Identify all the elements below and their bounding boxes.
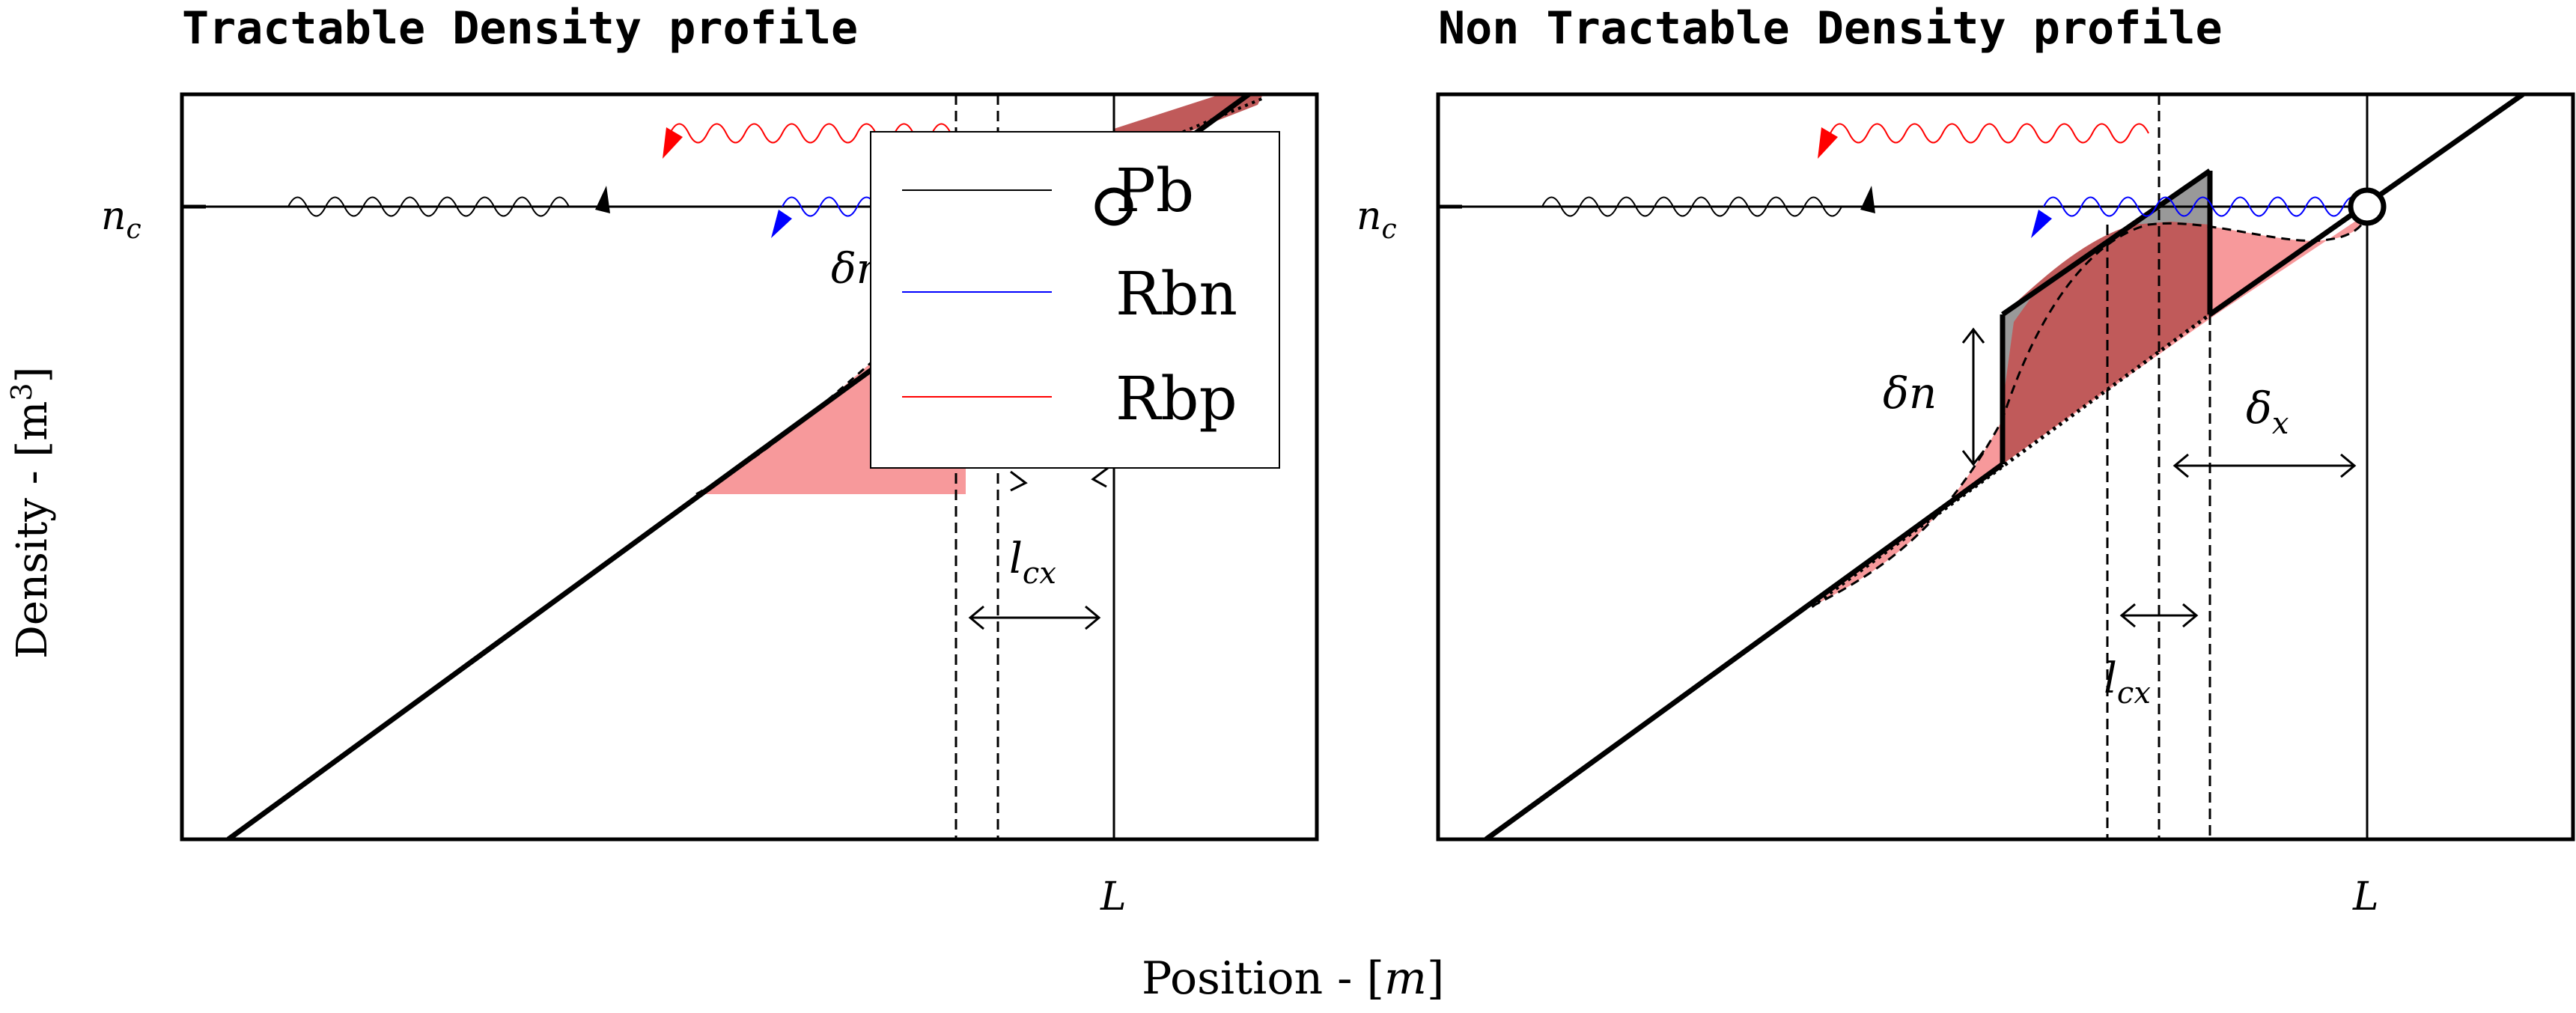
right-blue-arrowhead xyxy=(2031,210,2052,238)
left-black-wave xyxy=(287,196,570,217)
left-nc-label: nc xyxy=(101,194,141,245)
right-delta-x-label: δx xyxy=(2246,383,2289,441)
legend-pb-marker xyxy=(1094,187,1133,226)
left-panel: Tractable Density profile xyxy=(101,2,1319,919)
legend-label-pb: Pb xyxy=(1115,156,1194,225)
right-red-wave xyxy=(1830,123,2149,144)
right-panel-title: Non Tractable Density profile xyxy=(1438,2,2223,55)
left-black-arrowhead xyxy=(595,186,610,213)
left-L-label: L xyxy=(1100,874,1127,919)
left-lcx-label: lcx xyxy=(1009,535,1056,591)
left-red-arrowhead xyxy=(663,127,683,159)
x-axis-label: Position - [m] xyxy=(1142,952,1444,1005)
left-hidden-arrow xyxy=(1010,470,1028,492)
legend: Pb Rbn Rbp xyxy=(870,131,1280,469)
right-nc-label: nc xyxy=(1356,194,1397,245)
legend-box xyxy=(870,131,1280,469)
left-dashed-curve xyxy=(695,350,884,496)
left-panel-title: Tractable Density profile xyxy=(182,2,858,55)
right-black-wave xyxy=(1541,196,1842,217)
left-blue-arrowhead xyxy=(771,210,792,238)
right-density-line-lower xyxy=(1484,462,2005,839)
y-axis-label: Density - [m3] xyxy=(5,367,57,659)
right-dashed-curve xyxy=(1811,213,2369,608)
legend-label-rbp: Rbp xyxy=(1115,364,1237,434)
left-blue-wave xyxy=(782,196,877,217)
right-L-label: L xyxy=(2352,874,2379,919)
right-gray-patch-1 xyxy=(2003,290,2036,404)
right-delta-n-label: δn xyxy=(1883,368,1937,419)
right-black-arrowhead xyxy=(1860,186,1875,213)
right-blue-wave xyxy=(2043,196,2363,217)
left-plot-frame xyxy=(180,92,1319,842)
right-lcx-label: lcx xyxy=(2104,654,2151,711)
right-nc-L-marker xyxy=(2348,187,2387,226)
legend-label-rbn: Rbn xyxy=(1115,259,1237,329)
right-plot-frame xyxy=(1436,92,2575,842)
right-panel: Non Tractable Density profile xyxy=(1356,2,2575,919)
right-red-arrowhead xyxy=(1818,127,1838,159)
left-dotted-line xyxy=(1113,96,1266,162)
